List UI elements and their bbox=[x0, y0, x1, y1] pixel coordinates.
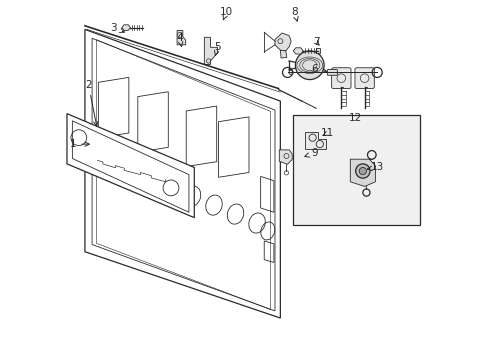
Polygon shape bbox=[274, 33, 290, 51]
Circle shape bbox=[295, 51, 324, 80]
Text: 9: 9 bbox=[304, 148, 317, 158]
Text: 12: 12 bbox=[348, 113, 362, 123]
Circle shape bbox=[355, 164, 369, 178]
Polygon shape bbox=[204, 37, 217, 64]
Bar bbox=[292, 116, 419, 225]
Text: 4: 4 bbox=[176, 33, 183, 46]
Text: 8: 8 bbox=[291, 7, 298, 21]
Text: 2: 2 bbox=[85, 80, 98, 126]
Text: 13: 13 bbox=[366, 162, 383, 172]
Text: 7: 7 bbox=[312, 37, 319, 47]
FancyBboxPatch shape bbox=[331, 68, 350, 89]
Text: 11: 11 bbox=[320, 129, 333, 138]
Text: 5: 5 bbox=[214, 42, 221, 55]
Polygon shape bbox=[85, 30, 280, 318]
FancyBboxPatch shape bbox=[315, 48, 319, 53]
Polygon shape bbox=[304, 132, 325, 149]
Polygon shape bbox=[122, 25, 130, 30]
Text: 3: 3 bbox=[110, 23, 124, 33]
Polygon shape bbox=[349, 159, 375, 186]
Polygon shape bbox=[67, 114, 194, 218]
Circle shape bbox=[359, 167, 366, 175]
Polygon shape bbox=[177, 31, 185, 45]
Text: 6: 6 bbox=[310, 64, 326, 74]
FancyBboxPatch shape bbox=[326, 69, 337, 75]
Polygon shape bbox=[280, 50, 286, 58]
Text: 10: 10 bbox=[220, 7, 233, 20]
FancyBboxPatch shape bbox=[354, 68, 373, 89]
Text: 1: 1 bbox=[70, 139, 89, 149]
Polygon shape bbox=[279, 150, 292, 164]
Polygon shape bbox=[293, 48, 303, 54]
